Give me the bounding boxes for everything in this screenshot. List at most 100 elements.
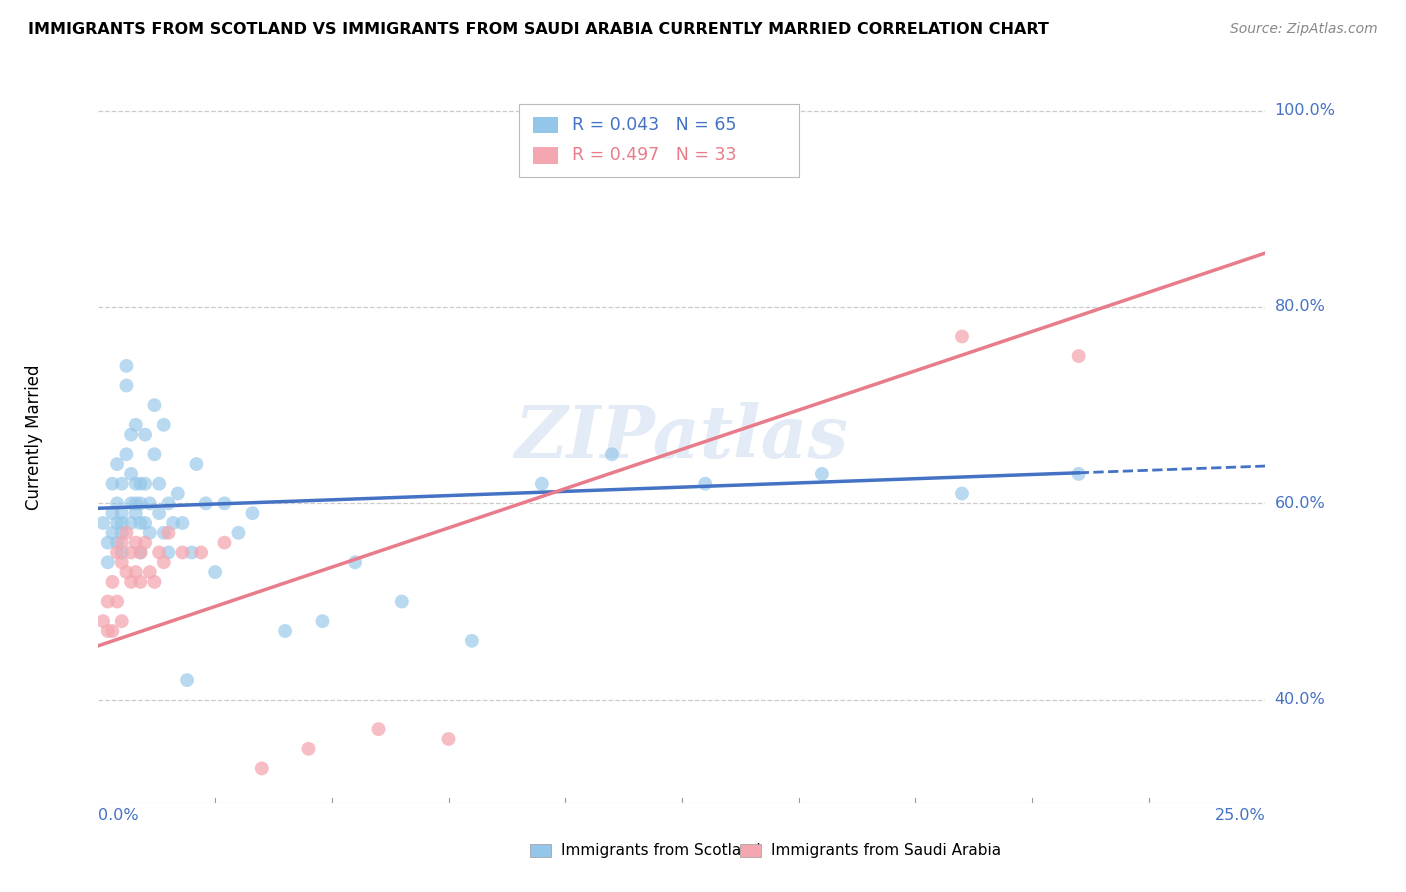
Point bbox=[134, 535, 156, 549]
Point bbox=[172, 516, 194, 530]
Point bbox=[190, 545, 212, 559]
Point bbox=[115, 447, 138, 461]
Text: 25.0%: 25.0% bbox=[1215, 808, 1265, 822]
Text: Immigrants from Saudi Arabia: Immigrants from Saudi Arabia bbox=[770, 843, 1001, 858]
Point bbox=[120, 574, 142, 589]
Point bbox=[97, 535, 120, 549]
Point bbox=[101, 574, 124, 589]
FancyBboxPatch shape bbox=[533, 117, 558, 133]
Point bbox=[105, 535, 128, 549]
Point bbox=[250, 761, 273, 775]
Point bbox=[115, 378, 138, 392]
Point bbox=[204, 565, 226, 579]
Point bbox=[152, 417, 174, 432]
Point bbox=[111, 614, 134, 628]
Point bbox=[1067, 467, 1090, 481]
Point bbox=[166, 486, 188, 500]
Point bbox=[600, 447, 623, 461]
Point bbox=[120, 467, 142, 481]
Point bbox=[134, 476, 156, 491]
Point bbox=[274, 624, 297, 638]
Point bbox=[129, 545, 152, 559]
FancyBboxPatch shape bbox=[741, 844, 761, 857]
Point bbox=[125, 565, 148, 579]
Text: Immigrants from Scotland: Immigrants from Scotland bbox=[561, 843, 761, 858]
Point bbox=[950, 486, 973, 500]
Point bbox=[111, 516, 134, 530]
FancyBboxPatch shape bbox=[533, 147, 558, 163]
Point bbox=[950, 329, 973, 343]
Point bbox=[162, 516, 184, 530]
Point bbox=[111, 535, 134, 549]
Point bbox=[530, 476, 553, 491]
Point bbox=[437, 731, 460, 746]
Point bbox=[125, 496, 148, 510]
Point bbox=[152, 525, 174, 540]
Point bbox=[297, 741, 319, 756]
Point bbox=[242, 506, 264, 520]
Point bbox=[176, 673, 198, 687]
Point bbox=[391, 594, 413, 608]
Point bbox=[129, 516, 152, 530]
Point bbox=[214, 535, 236, 549]
FancyBboxPatch shape bbox=[530, 844, 551, 857]
Point bbox=[139, 565, 162, 579]
Point bbox=[1067, 349, 1090, 363]
Point bbox=[105, 594, 128, 608]
Point bbox=[134, 427, 156, 442]
Point bbox=[97, 555, 120, 569]
Point bbox=[101, 525, 124, 540]
Point bbox=[129, 496, 152, 510]
Point bbox=[695, 476, 717, 491]
Point bbox=[115, 525, 138, 540]
Point bbox=[139, 525, 162, 540]
Point bbox=[461, 633, 484, 648]
Point bbox=[101, 506, 124, 520]
Point bbox=[157, 545, 180, 559]
Point bbox=[134, 516, 156, 530]
Point bbox=[214, 496, 236, 510]
Point bbox=[228, 525, 250, 540]
Point bbox=[115, 359, 138, 373]
Point bbox=[194, 496, 217, 510]
Point bbox=[148, 476, 170, 491]
Text: Currently Married: Currently Married bbox=[25, 364, 44, 510]
Point bbox=[143, 398, 166, 412]
Point bbox=[105, 457, 128, 471]
Point bbox=[111, 506, 134, 520]
Text: ZIPatlas: ZIPatlas bbox=[515, 401, 849, 473]
Point bbox=[105, 496, 128, 510]
Point bbox=[91, 516, 114, 530]
Point bbox=[120, 427, 142, 442]
Point bbox=[143, 447, 166, 461]
Text: 40.0%: 40.0% bbox=[1275, 692, 1326, 707]
Text: 100.0%: 100.0% bbox=[1275, 103, 1336, 118]
Point bbox=[120, 545, 142, 559]
Point bbox=[157, 496, 180, 510]
Point bbox=[811, 467, 834, 481]
Point bbox=[125, 417, 148, 432]
Point bbox=[125, 476, 148, 491]
Point bbox=[180, 545, 202, 559]
Point bbox=[125, 506, 148, 520]
Point bbox=[311, 614, 333, 628]
Point bbox=[152, 555, 174, 569]
Point bbox=[172, 545, 194, 559]
Point bbox=[148, 506, 170, 520]
Point bbox=[344, 555, 367, 569]
Text: 0.0%: 0.0% bbox=[98, 808, 139, 822]
Point bbox=[125, 535, 148, 549]
Point bbox=[129, 574, 152, 589]
FancyBboxPatch shape bbox=[519, 104, 799, 178]
Point bbox=[91, 614, 114, 628]
Point bbox=[129, 545, 152, 559]
Point bbox=[111, 555, 134, 569]
Text: 60.0%: 60.0% bbox=[1275, 496, 1326, 511]
Point bbox=[105, 545, 128, 559]
Point bbox=[97, 594, 120, 608]
Point bbox=[139, 496, 162, 510]
Text: Source: ZipAtlas.com: Source: ZipAtlas.com bbox=[1230, 22, 1378, 37]
Point bbox=[97, 624, 120, 638]
Text: 80.0%: 80.0% bbox=[1275, 300, 1326, 315]
Point bbox=[111, 525, 134, 540]
